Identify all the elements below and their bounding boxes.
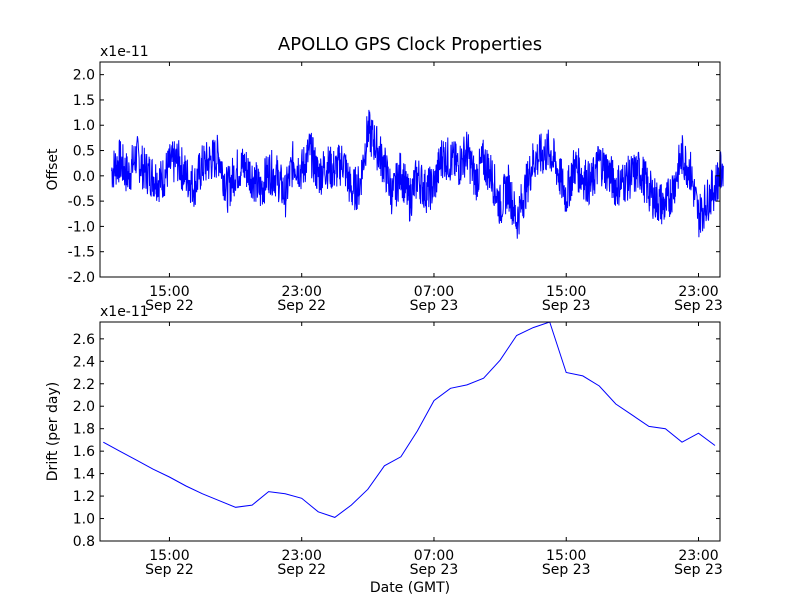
x-tick-label-time: 23:00: [282, 284, 322, 300]
y-scale-label: x1e-11: [100, 44, 149, 60]
y-tick-label: -1.5: [68, 245, 95, 261]
x-tick-label-date: Sep 22: [145, 298, 194, 314]
x-tick-label-time: 23:00: [282, 548, 322, 564]
x-tick-label-time: 23:00: [678, 548, 718, 564]
x-tick-label-time: 15:00: [546, 548, 586, 564]
x-tick-label-date: Sep 23: [542, 562, 591, 578]
x-tick-label-time: 15:00: [149, 284, 189, 300]
x-tick-label-date: Sep 23: [674, 298, 723, 314]
x-tick-label-time: 07:00: [414, 548, 454, 564]
y-tick-label: 1.4: [73, 467, 95, 483]
y-tick-label: 1.0: [73, 512, 95, 528]
series-line-offset: [111, 109, 724, 239]
x-axis-label: Date (GMT): [370, 580, 450, 596]
y-tick-label: 1.6: [73, 444, 95, 460]
chart-title: APOLLO GPS Clock Properties: [278, 34, 542, 55]
y-tick-label: 0.5: [73, 144, 95, 160]
x-tick-label-date: Sep 23: [410, 298, 459, 314]
y-tick-label: 1.0: [73, 118, 95, 134]
x-tick-label-date: Sep 23: [674, 562, 723, 578]
y-tick-label: 2.0: [73, 399, 95, 415]
x-tick-label-date: Sep 22: [277, 562, 326, 578]
x-tick-label-date: Sep 22: [145, 562, 194, 578]
y-tick-label: 0.0: [73, 169, 95, 185]
y-scale-label: x1e-11: [100, 304, 149, 320]
y-tick-label: -1.0: [68, 219, 95, 235]
y-tick-label: 1.8: [73, 422, 95, 438]
x-tick-label-date: Sep 23: [410, 562, 459, 578]
y-tick-label: -2.0: [68, 270, 95, 286]
y-tick-label: 0.8: [73, 534, 95, 550]
y-tick-label: 2.2: [73, 377, 95, 393]
x-tick-label-time: 15:00: [149, 548, 189, 564]
plot-frame: [99, 321, 721, 542]
series-line-drift: [103, 321, 716, 518]
y-tick-label: 2.6: [73, 332, 95, 348]
y-tick-label: 2.4: [73, 354, 95, 370]
y-axis-label: Drift (per day): [45, 382, 61, 481]
x-tick-label-date: Sep 22: [277, 298, 326, 314]
plot-frame: [99, 61, 721, 278]
x-tick-label-time: 07:00: [414, 284, 454, 300]
y-tick-label: -0.5: [68, 194, 95, 210]
y-tick-label: 1.2: [73, 489, 95, 505]
y-tick-label: 2.0: [73, 68, 95, 84]
x-tick-label-time: 23:00: [678, 284, 718, 300]
y-tick-label: 1.5: [73, 93, 95, 109]
x-tick-label-date: Sep 23: [542, 298, 591, 314]
y-axis-label: Offset: [45, 148, 61, 191]
x-tick-label-time: 15:00: [546, 284, 586, 300]
